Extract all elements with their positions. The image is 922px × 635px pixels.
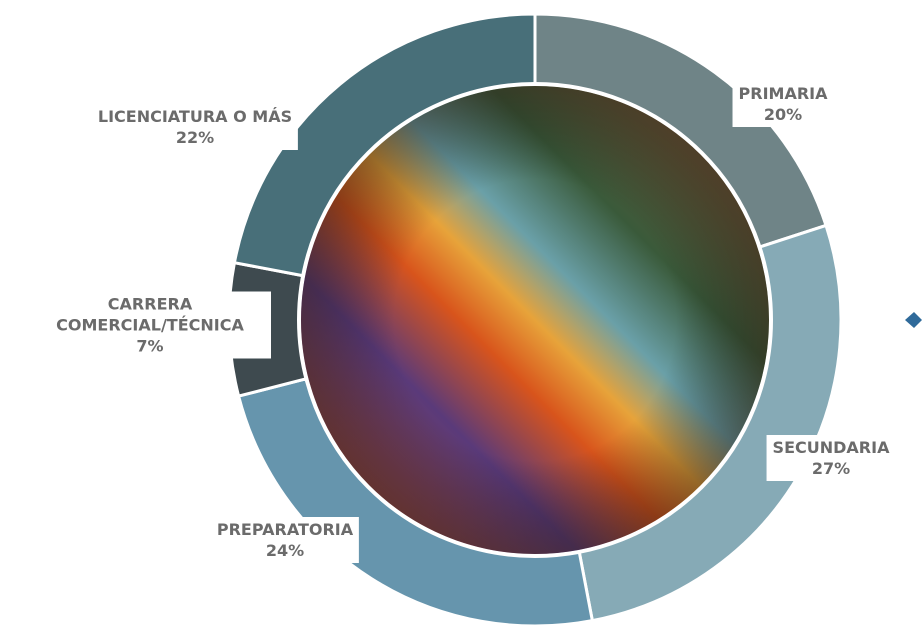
category-label: PRIMARIA bbox=[738, 84, 828, 103]
value-label: 20% bbox=[763, 105, 803, 124]
center-image-shade bbox=[301, 86, 769, 554]
diamond-marker bbox=[905, 312, 922, 328]
value-label: 7% bbox=[136, 336, 164, 356]
category-label: CARRERA COMERCIAL/TÉCNICA bbox=[56, 294, 244, 335]
data-label: PRIMARIA 20% bbox=[732, 81, 834, 127]
category-label: PREPARATORIA bbox=[216, 520, 354, 539]
value-label: 22% bbox=[175, 128, 215, 147]
value-label: 24% bbox=[265, 541, 305, 560]
category-label: SECUNDARIA bbox=[772, 438, 890, 457]
data-label: SECUNDARIA 27% bbox=[766, 435, 896, 481]
category-label: LICENCIATURA O MÁS bbox=[97, 107, 293, 126]
data-label: PREPARATORIA 24% bbox=[210, 517, 360, 563]
value-label: 27% bbox=[811, 459, 851, 478]
data-label: CARRERA COMERCIAL/TÉCNICA 7% bbox=[29, 291, 271, 359]
data-label: LICENCIATURA O MÁS 22% bbox=[91, 104, 299, 150]
